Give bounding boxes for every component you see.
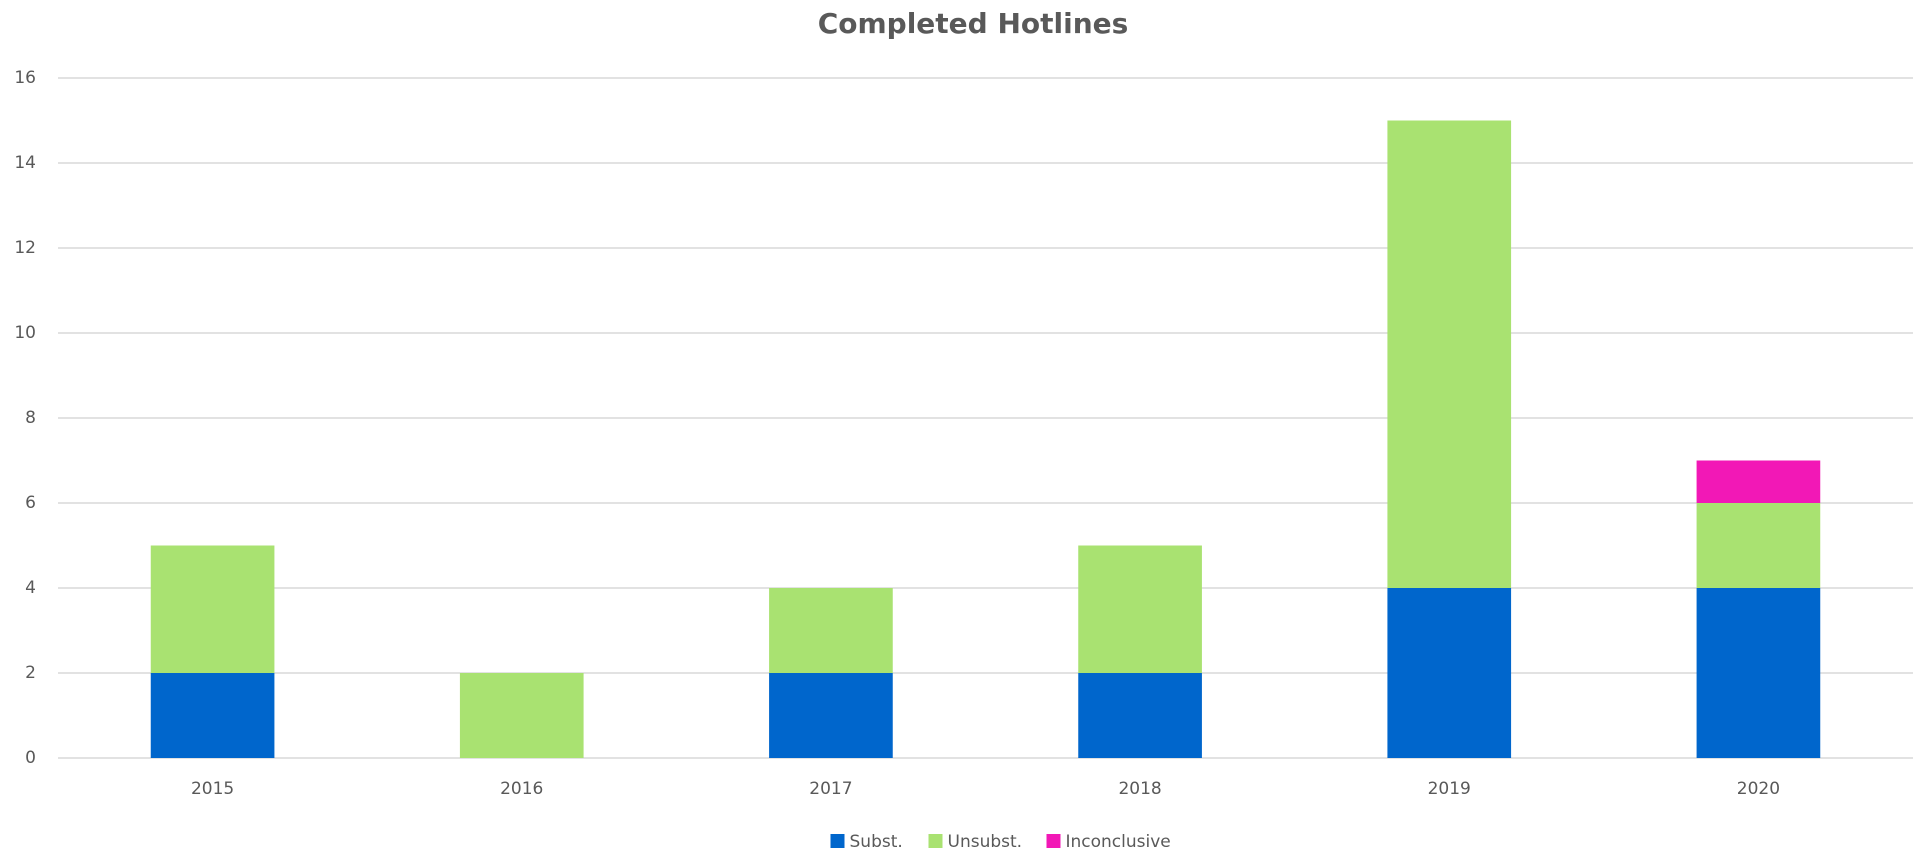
x-tick-label: 2015 [191,779,234,799]
x-tick-label: 2019 [1428,779,1471,799]
y-tick-label: 8 [25,408,36,428]
y-tick-label: 0 [25,748,36,768]
bar-segment [1696,503,1821,588]
y-tick-label: 14 [14,153,36,173]
y-tick-label: 12 [14,238,36,258]
x-tick-label: 2020 [1737,779,1780,799]
legend-swatch [1046,834,1061,848]
x-tick-label: 2017 [809,779,852,799]
bar-segment [1696,460,1821,503]
x-tick-label: 2016 [500,779,543,799]
bar-segment [150,673,275,758]
bar-segment [459,673,584,758]
y-tick-label: 10 [14,323,36,343]
bar-segment [1078,673,1202,758]
y-tick-label: 6 [25,493,36,513]
y-tick-label: 4 [25,578,36,598]
bar-segment [1387,120,1512,588]
bar-segment [1078,545,1202,673]
bar-segment [1696,588,1821,758]
legend-label: Unsubst. [948,832,1023,852]
legend-swatch [928,834,943,848]
bar-segment [769,588,893,673]
bar-segment [769,673,893,758]
legend-swatch [830,834,845,848]
bar-segment [150,545,275,673]
bar-segment [1387,588,1512,758]
y-tick-label: 2 [25,663,36,683]
legend-label: Subst. [850,832,903,852]
legend-label: Inconclusive [1066,832,1171,852]
y-tick-label: 16 [14,68,36,88]
x-tick-label: 2018 [1118,779,1161,799]
chart-title: Completed Hotlines [818,7,1129,40]
